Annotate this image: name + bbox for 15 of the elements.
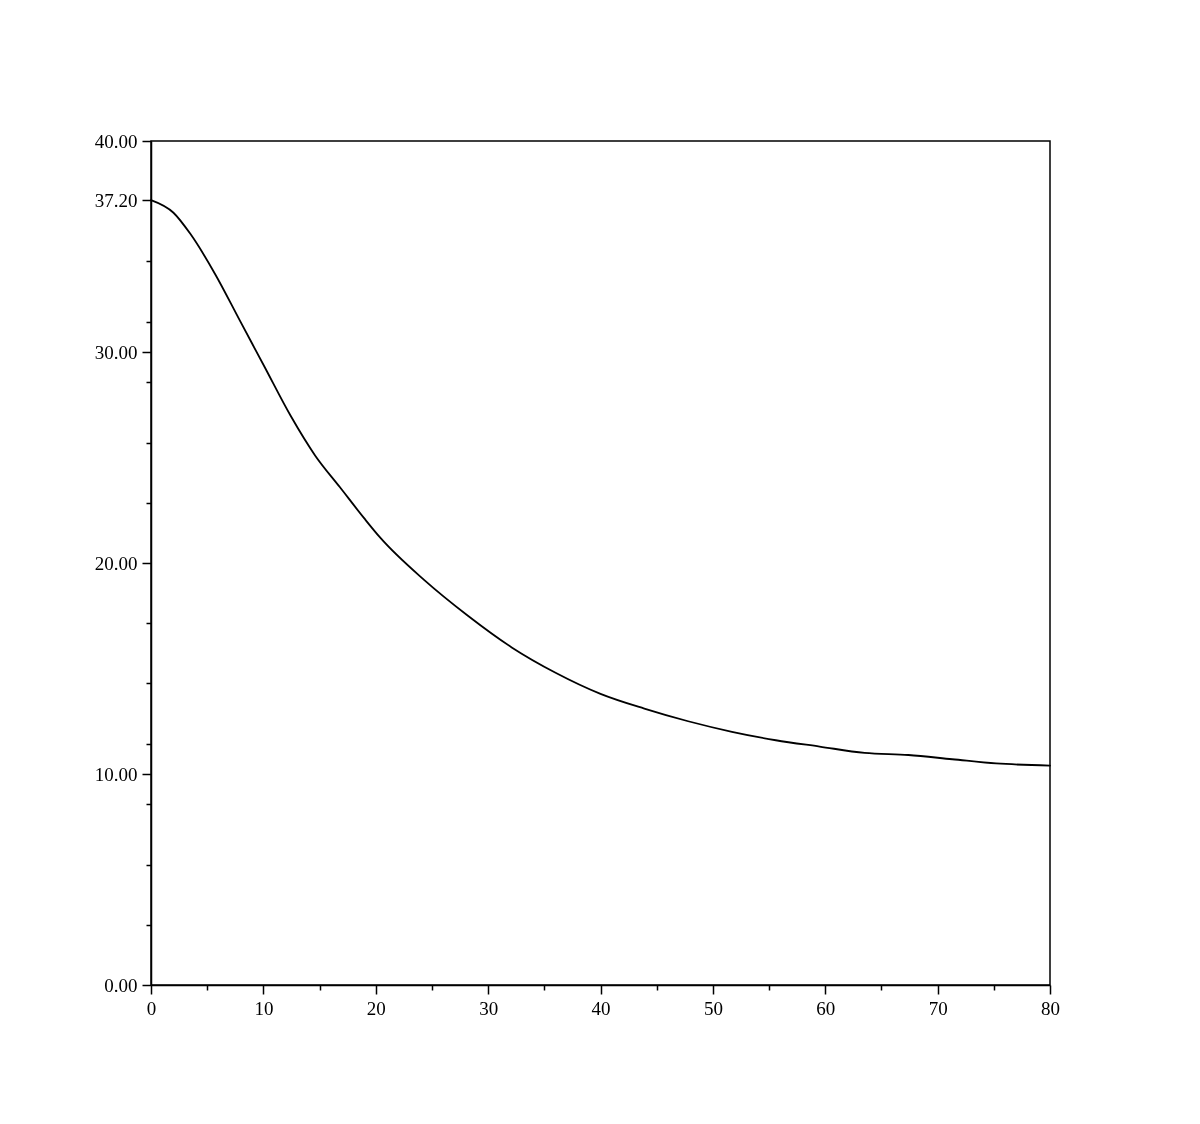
y-tick-label: 40.00 xyxy=(94,130,138,152)
y-tick-label: 10.00 xyxy=(94,763,138,785)
y-tick-label: 30.00 xyxy=(94,341,138,363)
x-tick-label: 70 xyxy=(928,997,948,1019)
x-tick-label: 0 xyxy=(146,997,157,1019)
y-tick-label: 37.20 xyxy=(94,189,138,211)
x-tick-label: 80 xyxy=(1041,997,1060,1019)
x-tick-label: 30 xyxy=(479,997,499,1019)
x-tick-label: 60 xyxy=(816,997,836,1019)
y-tick-label: 0.00 xyxy=(104,974,138,996)
x-tick-label: 40 xyxy=(591,997,611,1019)
x-tick-label: 20 xyxy=(366,997,386,1019)
x-tick-label: 10 xyxy=(254,997,274,1019)
x-tick-label: 50 xyxy=(703,997,723,1019)
y-tick-label: 20.00 xyxy=(94,552,138,574)
